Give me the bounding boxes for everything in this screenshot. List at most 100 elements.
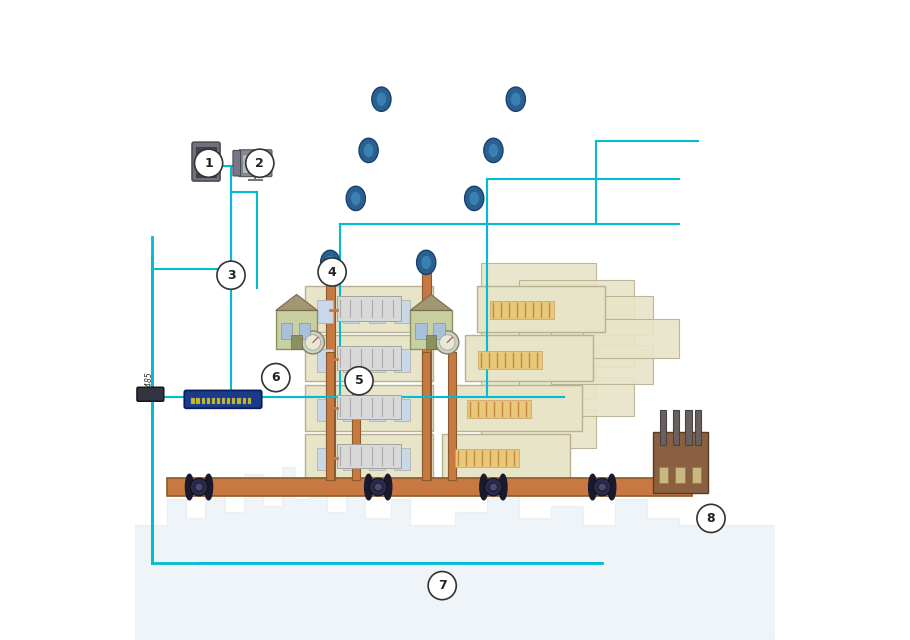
FancyBboxPatch shape xyxy=(291,335,302,349)
Text: 5: 5 xyxy=(355,374,363,387)
FancyBboxPatch shape xyxy=(222,398,226,404)
Text: 1: 1 xyxy=(204,157,213,170)
FancyBboxPatch shape xyxy=(369,349,385,372)
FancyBboxPatch shape xyxy=(421,269,430,480)
Ellipse shape xyxy=(489,143,499,157)
Ellipse shape xyxy=(589,474,597,500)
Ellipse shape xyxy=(506,87,525,111)
Circle shape xyxy=(345,367,373,395)
FancyBboxPatch shape xyxy=(422,352,430,480)
Ellipse shape xyxy=(372,87,391,111)
FancyBboxPatch shape xyxy=(480,409,596,448)
FancyBboxPatch shape xyxy=(519,280,634,319)
FancyBboxPatch shape xyxy=(455,449,519,467)
FancyBboxPatch shape xyxy=(192,142,220,181)
FancyBboxPatch shape xyxy=(343,399,359,421)
FancyBboxPatch shape xyxy=(337,395,400,419)
FancyBboxPatch shape xyxy=(369,448,385,470)
FancyBboxPatch shape xyxy=(305,385,432,431)
FancyBboxPatch shape xyxy=(196,147,217,177)
Ellipse shape xyxy=(384,474,392,500)
FancyBboxPatch shape xyxy=(197,161,215,167)
Ellipse shape xyxy=(511,92,521,106)
FancyBboxPatch shape xyxy=(201,398,205,404)
FancyBboxPatch shape xyxy=(480,263,596,302)
Ellipse shape xyxy=(365,474,372,500)
FancyBboxPatch shape xyxy=(519,328,634,367)
FancyBboxPatch shape xyxy=(442,434,571,480)
FancyBboxPatch shape xyxy=(233,150,240,176)
FancyBboxPatch shape xyxy=(415,323,427,339)
Circle shape xyxy=(301,331,325,354)
FancyBboxPatch shape xyxy=(369,399,385,421)
FancyBboxPatch shape xyxy=(426,335,436,349)
Circle shape xyxy=(697,504,725,532)
FancyBboxPatch shape xyxy=(519,377,634,416)
FancyBboxPatch shape xyxy=(217,398,220,404)
Ellipse shape xyxy=(480,474,488,500)
Polygon shape xyxy=(276,294,318,310)
FancyBboxPatch shape xyxy=(343,300,359,323)
Text: 3: 3 xyxy=(227,269,236,282)
FancyBboxPatch shape xyxy=(207,398,210,404)
Circle shape xyxy=(440,335,455,350)
FancyBboxPatch shape xyxy=(660,410,666,445)
Circle shape xyxy=(246,149,274,177)
Text: 8: 8 xyxy=(707,512,715,525)
FancyBboxPatch shape xyxy=(318,349,333,372)
FancyBboxPatch shape xyxy=(551,296,653,335)
Circle shape xyxy=(305,335,320,350)
FancyBboxPatch shape xyxy=(352,352,359,480)
Circle shape xyxy=(262,364,290,392)
Text: 管理公司: 管理公司 xyxy=(248,161,263,166)
Ellipse shape xyxy=(325,255,335,269)
Ellipse shape xyxy=(484,138,503,163)
FancyBboxPatch shape xyxy=(394,448,410,470)
Circle shape xyxy=(374,483,382,491)
FancyBboxPatch shape xyxy=(480,312,596,351)
FancyBboxPatch shape xyxy=(394,399,410,421)
FancyBboxPatch shape xyxy=(467,400,531,418)
FancyBboxPatch shape xyxy=(695,410,702,445)
FancyBboxPatch shape xyxy=(583,319,679,358)
FancyBboxPatch shape xyxy=(369,300,385,323)
Text: RS485: RS485 xyxy=(145,372,154,396)
FancyBboxPatch shape xyxy=(675,467,684,483)
Ellipse shape xyxy=(186,474,194,500)
FancyBboxPatch shape xyxy=(298,323,310,339)
Circle shape xyxy=(436,331,459,354)
FancyBboxPatch shape xyxy=(248,398,251,404)
Polygon shape xyxy=(410,294,451,310)
Ellipse shape xyxy=(465,186,484,211)
FancyBboxPatch shape xyxy=(672,410,679,445)
FancyBboxPatch shape xyxy=(318,300,333,323)
FancyBboxPatch shape xyxy=(243,398,246,404)
Circle shape xyxy=(369,478,387,496)
FancyBboxPatch shape xyxy=(305,335,432,381)
FancyBboxPatch shape xyxy=(337,346,400,370)
FancyBboxPatch shape xyxy=(465,335,593,381)
Polygon shape xyxy=(135,467,775,640)
Ellipse shape xyxy=(417,250,436,275)
Circle shape xyxy=(593,478,611,496)
Circle shape xyxy=(598,483,606,491)
FancyBboxPatch shape xyxy=(318,448,333,470)
FancyBboxPatch shape xyxy=(228,398,230,404)
Text: 4: 4 xyxy=(328,266,337,278)
FancyBboxPatch shape xyxy=(343,349,359,372)
Circle shape xyxy=(428,572,456,600)
FancyBboxPatch shape xyxy=(685,410,692,445)
FancyBboxPatch shape xyxy=(327,352,334,480)
FancyBboxPatch shape xyxy=(185,390,262,408)
Circle shape xyxy=(490,483,498,491)
FancyBboxPatch shape xyxy=(238,150,272,177)
FancyBboxPatch shape xyxy=(305,434,432,480)
Circle shape xyxy=(195,149,223,177)
FancyBboxPatch shape xyxy=(477,286,605,332)
Text: 6: 6 xyxy=(271,371,280,384)
FancyBboxPatch shape xyxy=(326,269,335,480)
Ellipse shape xyxy=(608,474,616,500)
FancyBboxPatch shape xyxy=(197,398,199,404)
FancyBboxPatch shape xyxy=(410,310,451,349)
Text: 7: 7 xyxy=(438,579,447,592)
